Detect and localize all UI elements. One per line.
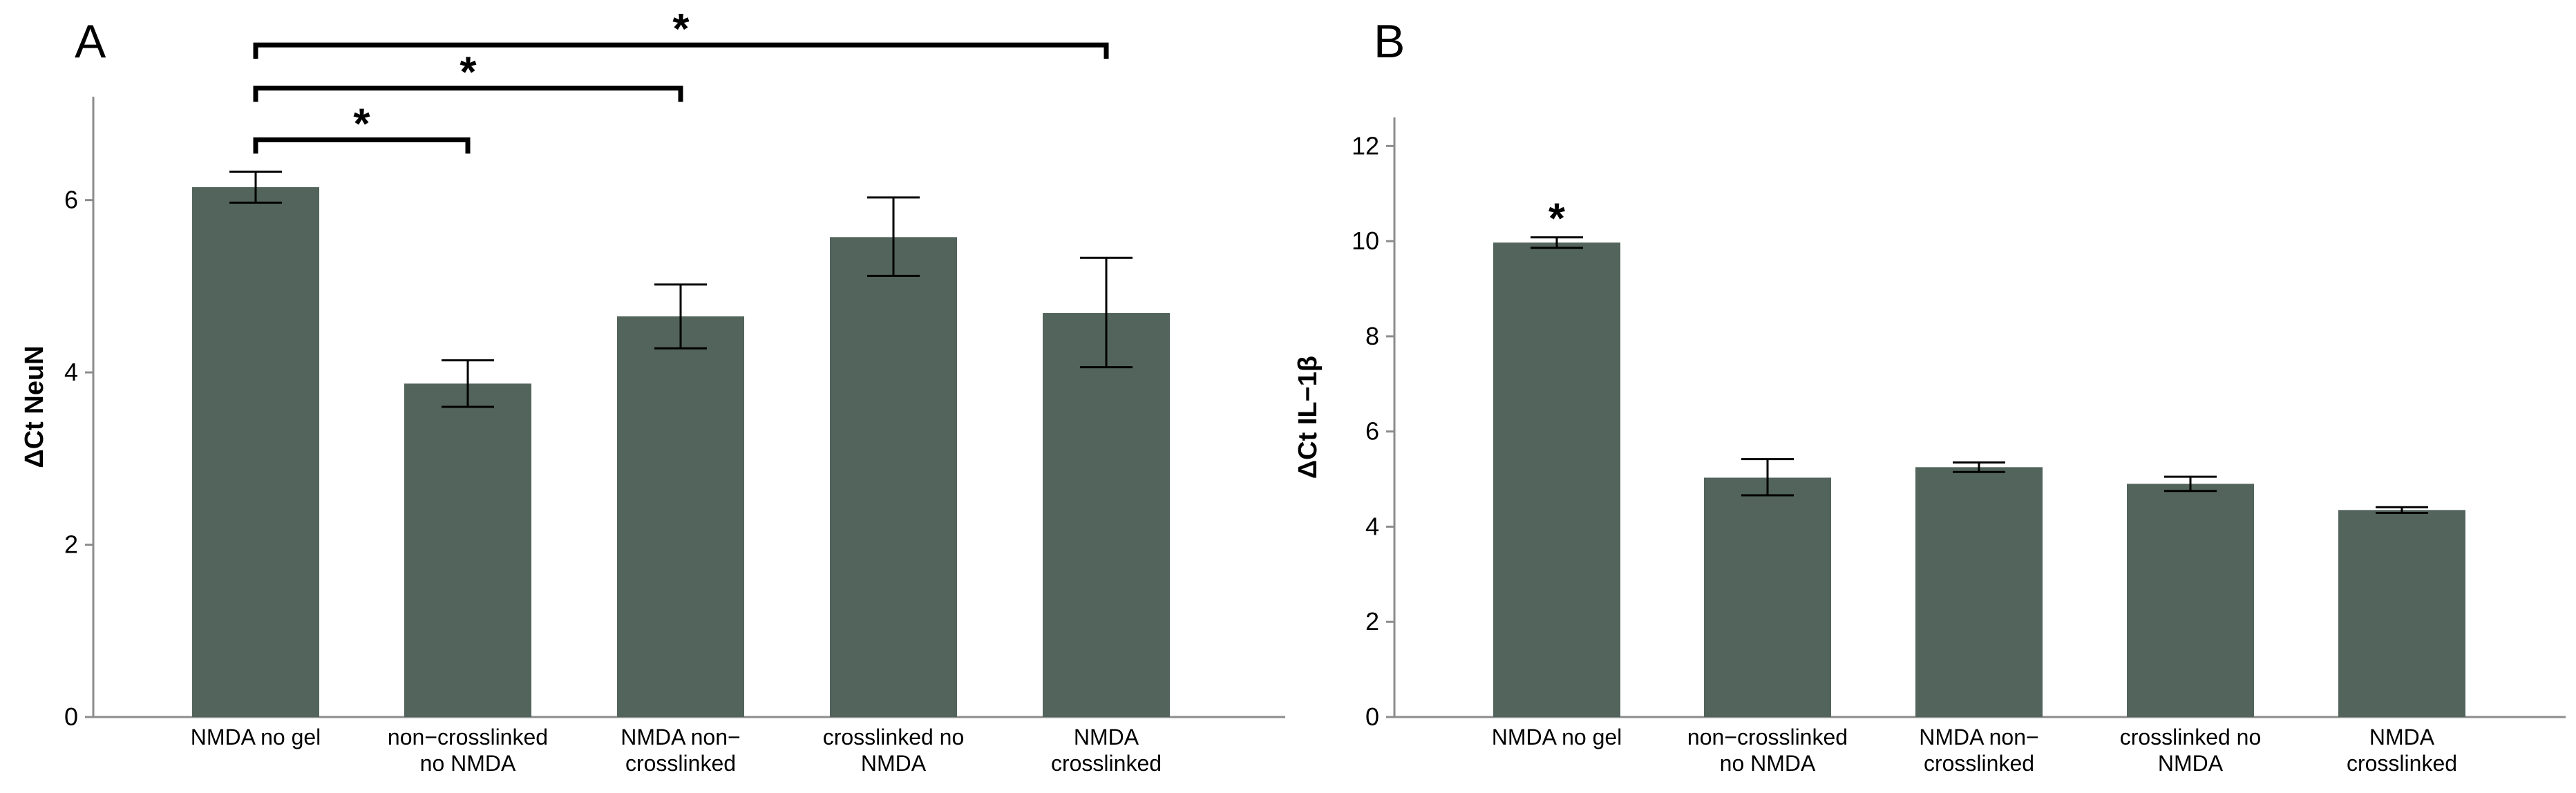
bar <box>1704 477 1831 717</box>
chart-panel-b: B 0 2 4 6 8 10 12 ΔCt IL−1β NMDA no gel * non−cross… <box>1294 15 2566 776</box>
bar <box>1493 242 1620 718</box>
panel-label: A <box>75 15 106 68</box>
panel-label: B <box>1374 15 1405 68</box>
y-axis-label: ΔCt NeuN <box>20 345 49 468</box>
y-tick-label: 10 <box>1352 227 1379 255</box>
bar <box>2338 510 2465 717</box>
bar <box>1915 467 2043 717</box>
y-tick-label: 0 <box>1365 703 1379 731</box>
significance-star: * <box>460 49 477 97</box>
x-tick-label: non−crosslinked no NMDA <box>388 725 548 776</box>
y-tick-label: 8 <box>1365 322 1379 350</box>
y-tick-label: 12 <box>1352 131 1379 160</box>
chart-panel-a: A 0 2 4 6 ΔCt NeuN NMDA no gel non−crosslinked n… <box>20 6 1285 776</box>
x-tick-label: NMDA non− crosslinked <box>621 725 740 776</box>
y-tick-label: 6 <box>1365 417 1379 446</box>
y-axis-label: ΔCt IL−1β <box>1294 356 1323 479</box>
y-tick-label: 4 <box>1365 512 1379 540</box>
x-tick-label: NMDA non− crosslinked <box>1919 725 2038 776</box>
y-tick-label: 4 <box>64 358 78 386</box>
significance-bracket <box>253 42 1109 59</box>
x-tick-label: NMDA no gel <box>1492 725 1622 749</box>
y-tick-label: 2 <box>64 531 78 559</box>
x-tick-label: non−crosslinked no NMDA <box>1687 725 1848 776</box>
significance-star: * <box>672 6 690 53</box>
bar <box>830 237 957 717</box>
x-tick-label: crosslinked no NMDA <box>823 725 965 776</box>
x-tick-label: NMDA crosslinked <box>1051 725 1162 776</box>
bar <box>617 316 744 718</box>
significance-bracket <box>253 86 683 102</box>
bar <box>1043 313 1170 718</box>
y-tick-label: 6 <box>64 186 78 214</box>
significance-star: * <box>1549 195 1566 243</box>
bar <box>192 187 319 717</box>
significance-star: * <box>353 100 370 148</box>
y-tick-label: 2 <box>1365 607 1379 636</box>
bar <box>404 383 531 717</box>
y-tick-label: 0 <box>64 703 78 731</box>
significance-bracket <box>253 137 471 154</box>
x-tick-label: NMDA crosslinked <box>2347 725 2457 776</box>
x-tick-label: crosslinked no NMDA <box>2120 725 2262 776</box>
x-tick-label: NMDA no gel <box>191 725 321 749</box>
bar <box>2127 484 2254 717</box>
